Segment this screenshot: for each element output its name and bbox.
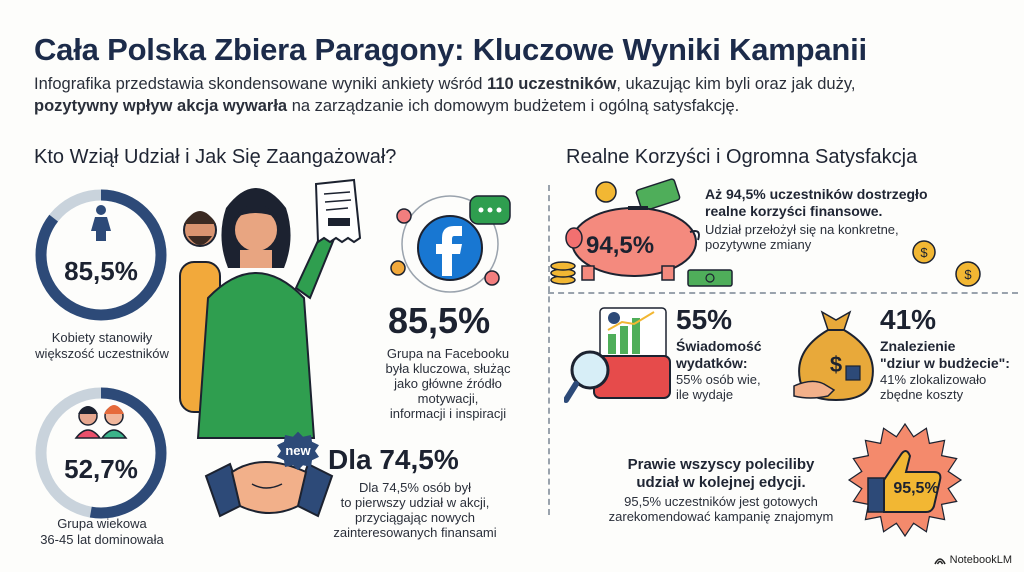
recommend-percent: 95,5%	[893, 480, 939, 497]
banknotes-icon	[687, 269, 733, 287]
participants-illustration	[179, 178, 362, 439]
benefit-caption: Udział przełożył się na konkretne, pozyty…	[705, 222, 899, 252]
handshake-icon	[204, 461, 334, 518]
intro-text: Infografika przedstawia skondensowane wy…	[34, 75, 856, 115]
thumbs-up-icon	[847, 422, 963, 538]
holes-caption: 41% zlokalizowało zbędne koszty	[880, 372, 987, 402]
dollar-coins-icon: $ $	[912, 240, 981, 287]
wallet-magnifier-icon	[564, 307, 671, 403]
left-section-title: Kto Wziął Udział i Jak Się Zaangażował?	[34, 146, 397, 168]
women-percent: 85,5%	[64, 256, 138, 286]
age-percent: 52,7%	[64, 454, 138, 484]
piggy-percent: 94,5%	[586, 232, 655, 259]
awareness-headline: Świadomość wydatków:	[676, 338, 762, 371]
new-badge-label: new	[285, 443, 311, 458]
piggy-bank-icon	[565, 178, 700, 281]
new-badge	[277, 431, 319, 470]
money-bag-icon: $	[793, 310, 874, 402]
facebook-network-icon	[390, 195, 511, 293]
holes-percent: 41%	[880, 304, 937, 335]
notebooklm-brand: NotebookLM	[933, 554, 1012, 566]
right-divider	[548, 292, 1018, 294]
page-title: Cała Polska Zbiera Paragony: Kluczowe Wy…	[34, 32, 867, 67]
svg-text:$: $	[920, 245, 928, 260]
age-ring-chart	[35, 387, 167, 519]
facebook-caption: Grupa na Facebooku była kluczowa, służąc j…	[385, 346, 511, 421]
right-section-title: Realne Korzyści i Ogromna Satysfakcja	[566, 146, 918, 168]
women-ring-chart	[35, 189, 167, 321]
svg-text:$: $	[964, 267, 972, 282]
first-time-percent: Dla 74,5%	[328, 444, 459, 475]
holes-headline: Znalezienie "dziur w budżecie":	[880, 338, 1010, 371]
coin-stack-icon	[550, 261, 576, 285]
awareness-caption: 55% osób wie, ile wydaje	[676, 372, 761, 402]
section-divider	[548, 185, 550, 515]
first-time-caption: Dla 74,5% osób był to pierwszy udział w a…	[333, 480, 497, 540]
facebook-percent: 85,5%	[388, 300, 491, 341]
recommend-headline: Prawie wszyscy poleciliby udział w kolejn…	[627, 456, 815, 491]
receipt-icon	[314, 178, 362, 244]
two-women-icon	[74, 405, 128, 439]
benefit-headline: Aż 94,5% uczestników dostrzegło realne ko…	[705, 186, 928, 219]
recommend-caption: 95,5% uczestników jest gotowych zarekomen…	[608, 494, 834, 524]
age-caption: Grupa wiekowa 36-45 lat dominowała	[40, 516, 164, 547]
woman-icon	[91, 205, 111, 241]
notebooklm-logo-icon	[933, 558, 946, 565]
women-caption: Kobiety stanowiły większość uczestników	[35, 330, 169, 361]
svg-text:$: $	[830, 352, 842, 377]
woman-figure	[196, 188, 339, 439]
awareness-percent: 55%	[676, 304, 733, 335]
